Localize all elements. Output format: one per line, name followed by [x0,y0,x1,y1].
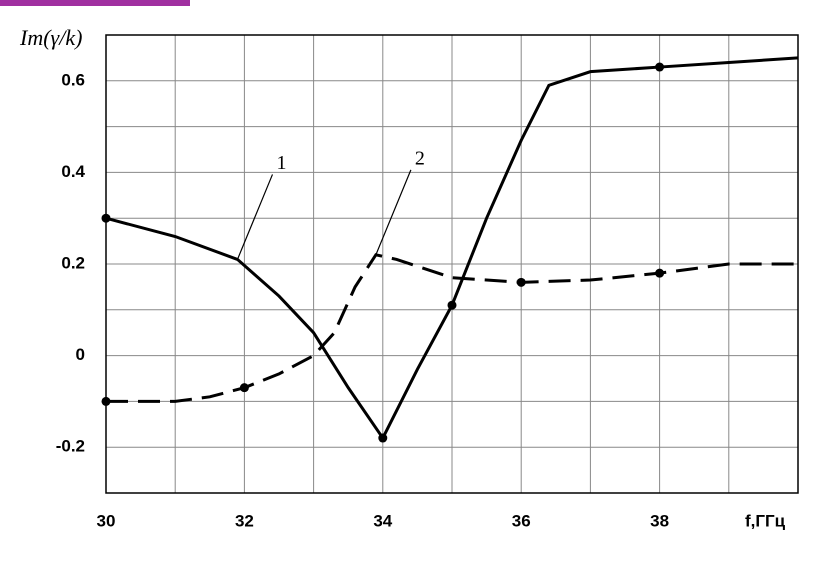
annotation-label: 1 [276,152,286,174]
data-point [378,433,388,443]
header-bar [0,0,190,6]
annotation-leader [236,174,274,260]
y-tick-label: -0.2 [56,437,85,456]
x-tick-label: 38 [650,511,669,530]
data-point [101,396,111,406]
series-line [105,56,799,441]
y-tick-label: 0 [76,345,85,364]
annotation-label: 2 [415,147,425,169]
plot-frame [105,34,799,494]
data-point [447,300,457,310]
data-point [101,213,111,223]
x-axis-label: f,ГГц [745,511,786,530]
y-axis-label: Im(γ/k) [19,25,82,50]
data-point [655,62,665,72]
series-line [106,253,798,403]
y-tick-label: 0.6 [61,70,85,89]
x-tick-label: 34 [373,511,392,530]
y-tick-label: 0.4 [61,162,85,181]
y-tick-label: 0.2 [61,253,85,272]
x-tick-label: 30 [97,511,116,530]
annotation-leader [375,169,412,256]
data-point [516,277,526,287]
data-point [239,383,249,393]
data-point [655,268,665,278]
x-tick-label: 32 [235,511,254,530]
x-tick-label: 36 [512,511,531,530]
